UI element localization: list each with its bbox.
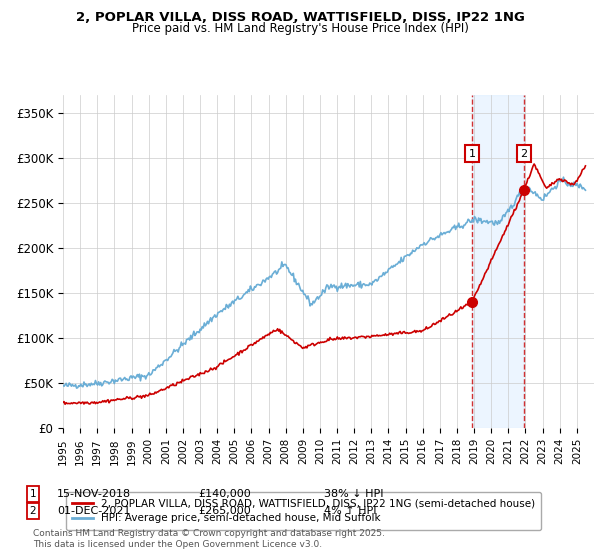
Text: 2, POPLAR VILLA, DISS ROAD, WATTISFIELD, DISS, IP22 1NG: 2, POPLAR VILLA, DISS ROAD, WATTISFIELD,… <box>76 11 524 24</box>
Text: 15-NOV-2018: 15-NOV-2018 <box>57 489 131 499</box>
Text: £265,000: £265,000 <box>198 506 251 516</box>
Text: Price paid vs. HM Land Registry's House Price Index (HPI): Price paid vs. HM Land Registry's House … <box>131 22 469 35</box>
Text: 4% ↑ HPI: 4% ↑ HPI <box>324 506 377 516</box>
Text: £140,000: £140,000 <box>198 489 251 499</box>
Text: 2: 2 <box>29 506 37 516</box>
Text: 2: 2 <box>521 149 527 158</box>
Text: 1: 1 <box>29 489 37 499</box>
Bar <box>472 95 524 428</box>
Text: Contains HM Land Registry data © Crown copyright and database right 2025.
This d: Contains HM Land Registry data © Crown c… <box>33 529 385 549</box>
Legend: 2, POPLAR VILLA, DISS ROAD, WATTISFIELD, DISS, IP22 1NG (semi-detached house), H: 2, POPLAR VILLA, DISS ROAD, WATTISFIELD,… <box>65 492 541 530</box>
Text: 01-DEC-2021: 01-DEC-2021 <box>57 506 131 516</box>
Text: 38% ↓ HPI: 38% ↓ HPI <box>324 489 383 499</box>
Text: 1: 1 <box>469 149 476 158</box>
